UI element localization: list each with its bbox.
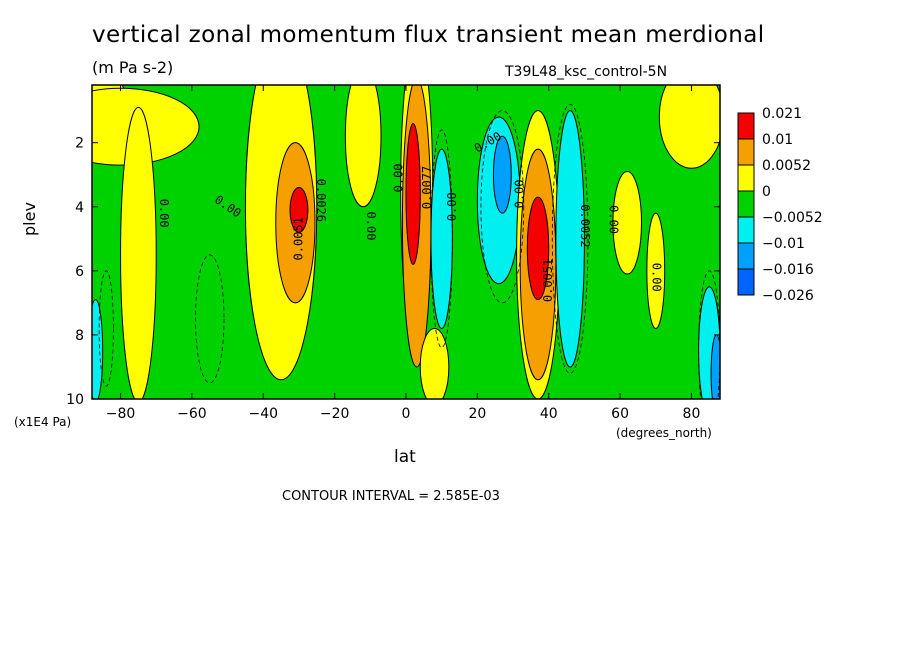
contour-label: 0.0077: [420, 166, 434, 209]
contour-label: 0.0051: [291, 217, 305, 260]
chart-title: vertical zonal momentum flux transient m…: [92, 22, 765, 48]
x-axis-units: (degrees_north): [616, 426, 712, 440]
contour-region: [405, 122, 421, 265]
contour-region: [646, 212, 666, 330]
x-tick-label: 20: [468, 406, 486, 422]
legend-swatch: [737, 190, 755, 218]
contour-region: [526, 196, 550, 301]
contour-region: [430, 148, 453, 330]
negative-contour-lines: [98, 103, 720, 399]
contour-region: [555, 110, 585, 368]
x-tick-label: −40: [248, 406, 278, 422]
x-axis-label: lat: [394, 447, 416, 467]
x-tick-label: 80: [683, 406, 701, 422]
contour-region: [492, 135, 512, 214]
contour-region: [658, 85, 720, 169]
legend-swatch: [737, 268, 755, 296]
dataset-label: T39L48_ksc_control-5N: [505, 64, 668, 80]
y-tick-label: 6: [75, 264, 84, 280]
legend-swatch: [737, 164, 755, 192]
axes: −80 −60 −40 −20 0 20 40 60 80 2 4 6 8 10: [66, 85, 720, 422]
contour-label: 0.00: [364, 212, 378, 241]
contour-label: 0.00: [649, 263, 663, 292]
contour-label: 0.0051: [541, 259, 555, 302]
legend-swatch: [737, 138, 755, 166]
negative-contour-line: [430, 129, 453, 349]
x-tick-label: 40: [540, 406, 558, 422]
legend-label: −0.026: [762, 288, 814, 304]
legend-swatch: [737, 112, 755, 140]
contour-region: [344, 85, 382, 208]
y-tick-label: 8: [75, 328, 84, 344]
x-tick-label: −80: [106, 406, 136, 422]
legend-label: 0.0052: [762, 158, 811, 174]
contour-region: [612, 171, 643, 275]
negative-contour-line: [551, 103, 589, 374]
contour-region: [92, 87, 200, 166]
x-tick-label: −60: [177, 406, 207, 422]
negative-contour-line: [480, 110, 525, 304]
legend-label: −0.01: [762, 236, 805, 252]
legend-label: −0.0052: [762, 210, 823, 226]
legend-label: 0: [762, 184, 771, 200]
color-legend: 0.021 0.01 0.0052 0 −0.0052 −0.01 −0.016 −0.026: [737, 106, 823, 304]
contour-label: 0.00: [445, 192, 459, 221]
chart-units: (m Pa s-2): [92, 58, 174, 77]
contour-label: 0.0026: [314, 179, 328, 222]
contour-label: 0.00: [606, 205, 620, 234]
contour-label: 0.00: [391, 163, 405, 192]
contour-interval-label: CONTOUR INTERVAL = 2.585E-03: [282, 489, 500, 504]
contour-region: [92, 299, 104, 399]
contour-labels: 0.00 0.00 0.0051 0.0026 0.00 0.00 0.0077 0.00 0.…: [157, 129, 663, 302]
contour-region: [419, 328, 450, 399]
legend-label: −0.016: [762, 262, 814, 278]
legend-swatch: [737, 242, 755, 270]
x-tick-label: 60: [611, 406, 629, 422]
y-tick-label: 4: [75, 200, 84, 216]
y-axis-units: (x1E4 Pa): [14, 415, 72, 429]
contour-label: 0.00: [157, 199, 171, 228]
contour-region: [120, 106, 157, 399]
contour-label: 0.00: [513, 179, 527, 208]
contour-label: 0.0052: [578, 204, 592, 247]
y-tick-label: 10: [66, 392, 84, 408]
negative-contour-line: [195, 254, 225, 384]
contour-region: [289, 187, 309, 233]
legend-label: 0.021: [762, 106, 802, 122]
x-tick-label: −20: [320, 406, 350, 422]
y-tick-label: 2: [75, 136, 84, 152]
legend-label: 0.01: [762, 132, 793, 148]
negative-contour-line: [698, 270, 720, 399]
filled-contour-regions: [92, 85, 720, 399]
x-tick-label: 0: [402, 406, 411, 422]
negative-contour-line: [98, 270, 114, 387]
y-axis-label: plev: [20, 202, 39, 236]
legend-swatch: [737, 216, 755, 244]
